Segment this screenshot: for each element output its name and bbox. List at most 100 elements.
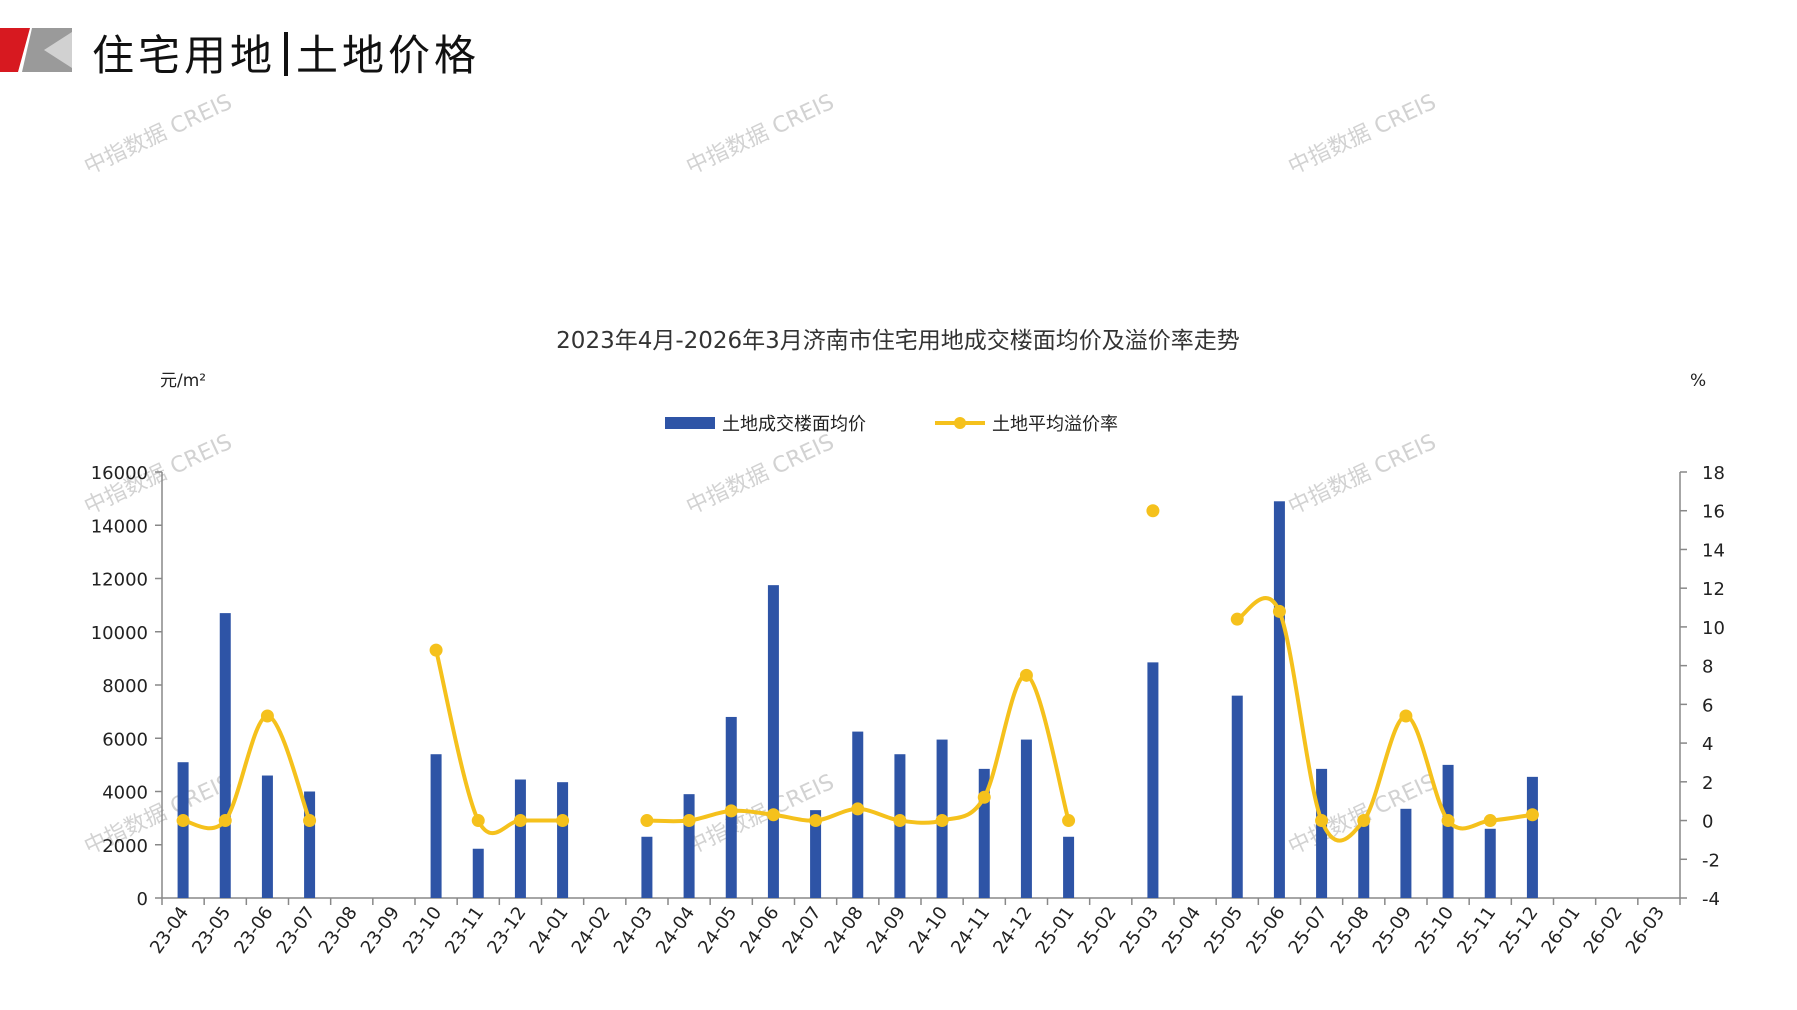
x-tick-label: 24-12 <box>989 903 1036 958</box>
premium-point <box>1062 814 1076 828</box>
bar <box>683 794 695 898</box>
slide-title-left: 住宅用地 <box>92 31 277 80</box>
x-tick-label: 23-11 <box>441 903 488 958</box>
x-tick-label: 23-06 <box>230 903 277 958</box>
bar <box>1442 764 1454 898</box>
right-axis-unit: % <box>1690 371 1706 391</box>
right-tick-label: 18 <box>1702 463 1725 484</box>
bar <box>1020 739 1032 898</box>
premium-point <box>1146 504 1160 518</box>
x-tick-label: 25-08 <box>1327 903 1374 958</box>
x-tick-label: 25-02 <box>1074 903 1121 958</box>
bar <box>261 775 273 898</box>
brand-logo-mark <box>0 28 72 72</box>
bar <box>177 762 189 898</box>
right-tick-label: 2 <box>1702 773 1713 794</box>
premium-point <box>977 790 991 804</box>
bar <box>1484 828 1496 898</box>
chart-title: 2023年4月-2026年3月济南市住宅用地成交楼面均价及溢价率走势 <box>556 328 1240 354</box>
x-tick-label: 24-06 <box>736 903 783 958</box>
left-tick-label: 2000 <box>102 836 148 857</box>
bar <box>219 613 231 898</box>
premium-line <box>182 713 312 831</box>
bar <box>810 810 822 898</box>
right-tick-label: 12 <box>1702 579 1725 600</box>
bar <box>1147 662 1159 898</box>
bar <box>1358 823 1370 898</box>
premium-point <box>1441 814 1455 828</box>
premium-point <box>1357 814 1371 828</box>
premium-point <box>1230 612 1244 626</box>
x-tick-label: 24-02 <box>568 903 615 958</box>
premium-point <box>176 814 190 828</box>
left-tick-label: 10000 <box>91 623 148 644</box>
x-tick-label: 24-11 <box>947 903 994 958</box>
left-axis-unit: 元/m² <box>160 371 206 391</box>
premium-point <box>218 814 232 828</box>
slide-title-right: 土地价格 <box>296 31 481 80</box>
x-tick-label: 25-10 <box>1411 903 1458 958</box>
right-tick-label: 8 <box>1702 657 1713 678</box>
premium-point <box>1272 604 1286 618</box>
left-tick-label: 4000 <box>102 783 148 804</box>
x-tick-label: 25-05 <box>1200 903 1247 958</box>
bar <box>978 768 990 898</box>
left-tick-label: 14000 <box>91 516 148 537</box>
right-tick-label: 16 <box>1702 502 1725 523</box>
premium-point <box>471 814 485 828</box>
x-tick-label: 25-11 <box>1453 903 1500 958</box>
x-tick-label: 24-05 <box>694 903 741 958</box>
x-tick-label: 24-04 <box>652 903 699 958</box>
legend-line-marker <box>954 417 966 429</box>
left-tick-label: 12000 <box>91 570 148 591</box>
x-tick-label: 24-08 <box>821 903 868 958</box>
x-tick-label: 23-12 <box>483 903 530 958</box>
x-tick-label: 25-03 <box>1116 903 1163 958</box>
premium-point <box>935 814 949 828</box>
premium-point <box>851 802 865 816</box>
right-tick-label: 0 <box>1702 812 1713 833</box>
bar <box>304 791 316 898</box>
premium-point <box>556 814 570 828</box>
x-tick-label: 24-09 <box>863 903 910 958</box>
x-tick-label: 23-05 <box>188 903 235 958</box>
premium-point <box>429 643 443 657</box>
premium-point <box>303 814 317 828</box>
premium-point <box>682 814 696 828</box>
legend: 土地成交楼面均价 土地平均溢价率 <box>665 414 1118 435</box>
right-tick-label: 6 <box>1702 695 1713 716</box>
x-tick-label: 24-01 <box>525 903 572 958</box>
x-tick-label: 23-07 <box>272 903 319 958</box>
premium-point <box>809 814 823 828</box>
x-tick-label: 25-04 <box>1158 903 1205 958</box>
legend-bar-label: 土地成交楼面均价 <box>722 414 866 435</box>
slide-title: 住宅用地 土地价格 <box>92 22 480 83</box>
x-tick-label: 25-12 <box>1495 903 1542 958</box>
x-tick-label: 26-01 <box>1537 903 1584 958</box>
left-tick-label: 8000 <box>102 676 148 697</box>
bar <box>767 585 779 898</box>
x-tick-label: 23-08 <box>315 903 362 958</box>
x-tick-label: 23-09 <box>357 903 404 958</box>
x-tick-label: 24-07 <box>778 903 825 958</box>
premium-point <box>1399 709 1413 723</box>
x-tick-label: 25-09 <box>1369 903 1416 958</box>
right-tick-label: 10 <box>1702 618 1725 639</box>
premium-point <box>260 709 274 723</box>
premium-line <box>1236 596 1533 843</box>
x-tick-label: 25-07 <box>1284 903 1331 958</box>
bar <box>1231 695 1243 898</box>
premium-point <box>766 808 780 822</box>
legend-line-label: 土地平均溢价率 <box>992 414 1118 435</box>
left-tick-label: 16000 <box>91 463 148 484</box>
premium-line <box>434 649 563 836</box>
right-tick-label: 4 <box>1702 734 1713 755</box>
left-tick-label: 6000 <box>102 729 148 750</box>
premium-point <box>1483 814 1497 828</box>
bar <box>1316 768 1328 898</box>
x-tick-label: 24-10 <box>905 903 952 958</box>
bar <box>1400 808 1412 898</box>
x-tick-label: 26-03 <box>1622 903 1669 958</box>
legend-bar-swatch <box>665 417 715 429</box>
